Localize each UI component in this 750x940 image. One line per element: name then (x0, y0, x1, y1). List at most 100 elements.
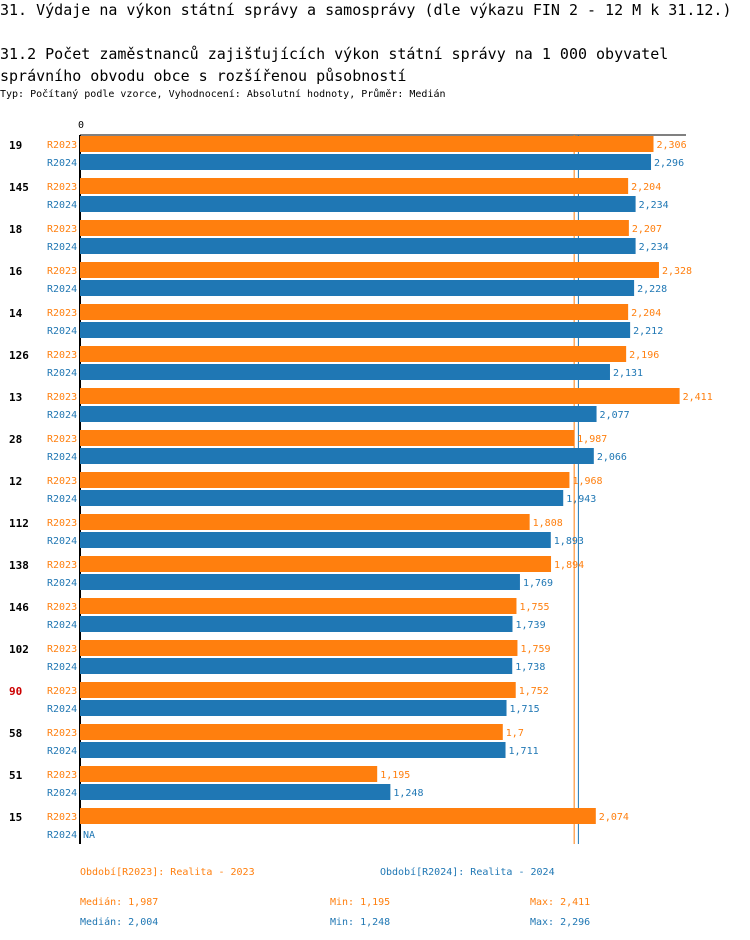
data-label: 1,248 (393, 788, 423, 799)
legend-r2024: Období[R2024]: Realita - 2024 (380, 867, 555, 878)
bar-r2024 (80, 196, 636, 212)
data-label: 1,738 (515, 662, 545, 673)
median-r2024: Medián: 2,004 (80, 917, 159, 928)
bar-r2024 (80, 364, 610, 380)
data-label: 1,711 (509, 746, 539, 757)
data-label: 1,968 (572, 476, 602, 487)
bar-r2023 (80, 346, 627, 362)
bar-r2023 (80, 430, 575, 446)
bar-r2023 (80, 724, 503, 740)
series-label: R2023 (47, 518, 77, 529)
data-label: 2,306 (657, 140, 687, 151)
bar-r2024 (80, 574, 520, 590)
category-label: 90 (9, 685, 22, 698)
category-label: 18 (9, 223, 22, 236)
data-label: 2,077 (600, 410, 630, 421)
category-label: 16 (9, 265, 23, 278)
data-label: 2,066 (597, 452, 627, 463)
legend-r2023: Období[R2023]: Realita - 2023 (80, 867, 255, 878)
category-label: 19 (9, 139, 22, 152)
series-label: R2023 (47, 644, 77, 655)
chart-info: Typ: Počítaný podle vzorce, Vyhodnocení:… (0, 89, 446, 100)
series-label: R2023 (47, 182, 77, 193)
series-label: R2023 (47, 392, 77, 403)
data-label: 1,894 (554, 560, 584, 571)
bar-r2023 (80, 262, 659, 278)
series-label: R2024 (47, 536, 77, 547)
series-label: R2024 (47, 158, 77, 169)
data-label: 1,755 (519, 602, 549, 613)
series-label: R2023 (47, 350, 77, 361)
category-label: 28 (9, 433, 22, 446)
bar-r2024 (80, 658, 513, 674)
bar-r2023 (80, 556, 552, 572)
bar-r2024 (80, 406, 597, 422)
series-label: R2023 (47, 434, 77, 445)
axis-zero-label: 0 (78, 120, 84, 131)
series-label: R2024 (47, 830, 77, 841)
bar-r2024 (80, 784, 391, 800)
bar-r2024 (80, 280, 635, 296)
series-label: R2024 (47, 746, 77, 757)
category-label: 138 (9, 559, 29, 572)
data-label: 2,411 (683, 392, 713, 403)
category-label: 15 (9, 811, 22, 824)
data-label: 1,715 (510, 704, 540, 715)
series-label: R2024 (47, 578, 77, 589)
bar-r2023 (80, 808, 596, 824)
bar-r2023 (80, 682, 516, 698)
series-label: R2023 (47, 308, 77, 319)
category-label: 12 (9, 475, 22, 488)
chart-title: 31.2 Počet zaměstnanců zajišťujících výk… (0, 45, 669, 85)
bar-r2024 (80, 154, 652, 170)
data-label: 1,739 (515, 620, 545, 631)
data-label: 2,196 (629, 350, 659, 361)
series-label: R2023 (47, 602, 77, 613)
data-label: 1,769 (523, 578, 553, 589)
series-label: R2023 (47, 812, 77, 823)
series-label: R2024 (47, 284, 77, 295)
bar-r2024 (80, 322, 631, 338)
series-label: R2024 (47, 662, 77, 673)
series-label: R2023 (47, 770, 77, 781)
bar-r2024 (80, 742, 506, 758)
bar-r2023 (80, 598, 517, 614)
category-label: 14 (9, 307, 23, 320)
data-label: 2,234 (639, 242, 669, 253)
bar-r2023 (80, 304, 629, 320)
min-r2023: Min: 1,195 (330, 897, 391, 908)
bar-r2023 (80, 766, 378, 782)
series-label: R2023 (47, 476, 77, 487)
median-r2023: Medián: 1,987 (80, 897, 159, 908)
bar-r2024 (80, 532, 551, 548)
data-label: 1,893 (554, 536, 584, 547)
bar-r2023 (80, 514, 530, 530)
data-label: 2,131 (613, 368, 643, 379)
data-label: 1,808 (533, 518, 563, 529)
series-label: R2024 (47, 242, 77, 253)
bar-r2023 (80, 220, 629, 236)
data-label: 2,204 (631, 308, 661, 319)
category-label: 51 (9, 769, 23, 782)
category-label: 146 (9, 601, 29, 614)
category-label: 102 (9, 643, 29, 656)
series-label: R2024 (47, 452, 77, 463)
data-label: 2,212 (633, 326, 663, 337)
series-label: R2023 (47, 224, 77, 235)
series-label: R2024 (47, 704, 77, 715)
bar-r2024 (80, 616, 513, 632)
bar-r2024 (80, 490, 564, 506)
data-label: 1,987 (577, 434, 607, 445)
series-label: R2023 (47, 728, 77, 739)
bar-r2023 (80, 640, 518, 656)
bar-r2023 (80, 136, 654, 152)
series-label: R2024 (47, 620, 77, 631)
data-label: 2,228 (637, 284, 667, 295)
data-label: 2,207 (632, 224, 662, 235)
bar-r2024 (80, 448, 594, 464)
bar-r2024 (80, 238, 636, 254)
data-label: 2,234 (639, 200, 669, 211)
data-label: 1,752 (519, 686, 549, 697)
series-label: R2024 (47, 494, 77, 505)
series-label: R2024 (47, 368, 77, 379)
